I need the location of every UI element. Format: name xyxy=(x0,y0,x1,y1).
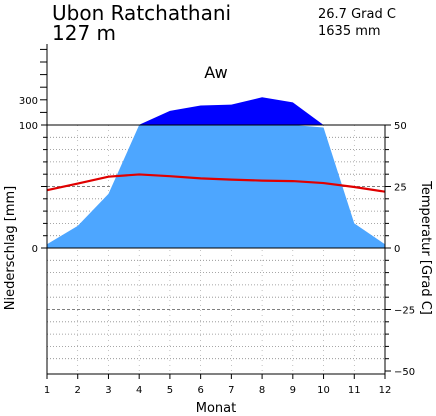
x-tick-label: 2 xyxy=(75,385,81,396)
y-tick-label-left: 0 xyxy=(32,244,38,255)
mean-temperature: 26.7 Grad C xyxy=(318,7,396,22)
annual-precipitation: 1635 mm xyxy=(318,24,381,39)
x-tick-label: 1 xyxy=(44,385,50,396)
y-tick-label-left: 300 xyxy=(19,96,38,107)
y-axis-label-left: Niederschlag [mm] xyxy=(3,186,18,311)
y-tick-label-right: 50 xyxy=(394,121,407,132)
x-tick-label: 11 xyxy=(348,385,361,396)
x-tick-label: 12 xyxy=(379,385,392,396)
y-tick-label-right: −25 xyxy=(394,306,415,317)
station-name: Ubon Ratchathani xyxy=(52,1,231,25)
y-tick-label-right: 0 xyxy=(394,244,400,255)
climate-class: Aw xyxy=(204,63,227,82)
y-tick-label-right: −50 xyxy=(394,367,415,378)
station-elevation: 127 m xyxy=(52,21,116,45)
x-tick-label: 3 xyxy=(105,385,111,396)
x-tick-label: 9 xyxy=(290,385,296,396)
y-tick-label-left: 100 xyxy=(19,121,38,132)
x-axis-label: Monat xyxy=(196,401,236,416)
x-tick-label: 10 xyxy=(317,385,330,396)
precipitation-area xyxy=(47,125,385,248)
x-tick-label: 7 xyxy=(228,385,234,396)
precipitation-area-high xyxy=(47,97,385,125)
x-tick-label: 8 xyxy=(259,385,265,396)
y-tick-label-right: 25 xyxy=(394,183,407,194)
x-tick-label: 5 xyxy=(167,385,173,396)
temperature-line xyxy=(46,173,386,193)
x-tick-label: 4 xyxy=(136,385,142,396)
x-tick-label: 6 xyxy=(197,385,203,396)
y-axis-label-right: Temperatur [Grad C] xyxy=(418,180,433,315)
